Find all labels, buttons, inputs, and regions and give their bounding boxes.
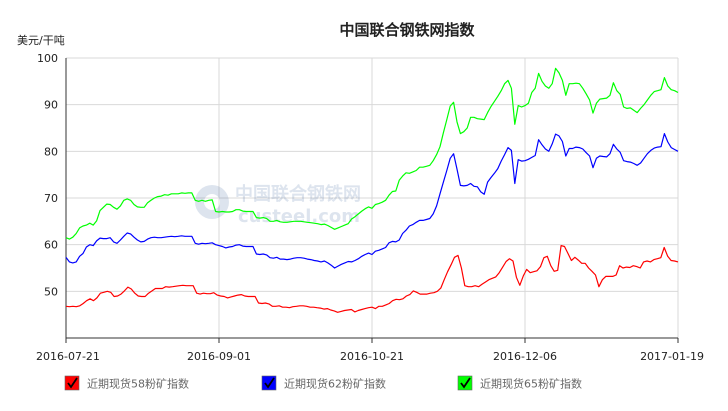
y-tick-label: 90	[44, 99, 58, 112]
legend: 近期现货58粉矿指数 近期现货62粉矿指数 近期现货65粉矿指数	[64, 375, 582, 391]
y-tick-label: 80	[44, 145, 58, 158]
y-tick-label: 60	[44, 239, 58, 252]
legend-checkmark-icon	[264, 377, 275, 389]
y-tick-label: 100	[37, 52, 58, 65]
legend-checkmark-icon	[460, 377, 471, 389]
x-tick-label: 2016-12-06	[493, 350, 557, 363]
watermark: 中国联合钢铁网 custeel.com	[195, 183, 361, 227]
x-tick-label: 2017-01-19	[640, 350, 704, 363]
legend-label-2: 近期现货65粉矿指数	[480, 377, 582, 391]
legend-checkmark-icon	[67, 377, 78, 389]
watermark-text-cn: 中国联合钢铁网	[235, 183, 361, 205]
series	[65, 67, 679, 313]
y-tick-label: 50	[44, 285, 58, 298]
x-tick-label: 2016-09-01	[187, 350, 251, 363]
chart-title: 中国联合钢铁网指数	[339, 21, 475, 39]
series-line-1	[65, 133, 679, 269]
x-tick-label: 2016-07-21	[36, 350, 100, 363]
watermark-text-en: custeel.com	[238, 206, 360, 227]
y-axis-label: 美元/干吨	[17, 34, 65, 47]
legend-label-0: 近期现货58粉矿指数	[87, 377, 189, 391]
x-tick-label: 2016-10-21	[340, 350, 404, 363]
grid	[65, 57, 679, 338]
legend-label-1: 近期现货62粉矿指数	[284, 377, 386, 391]
series-line-0	[65, 245, 679, 313]
series-line-2	[65, 67, 679, 240]
watermark-logo-inner	[204, 194, 220, 210]
ticks: 50 60 70 80 90 100 2016-07-21 2016-09-01 2016-10…	[36, 52, 704, 363]
watermark-logo-icon	[195, 185, 229, 219]
y-tick-label: 70	[44, 192, 58, 205]
